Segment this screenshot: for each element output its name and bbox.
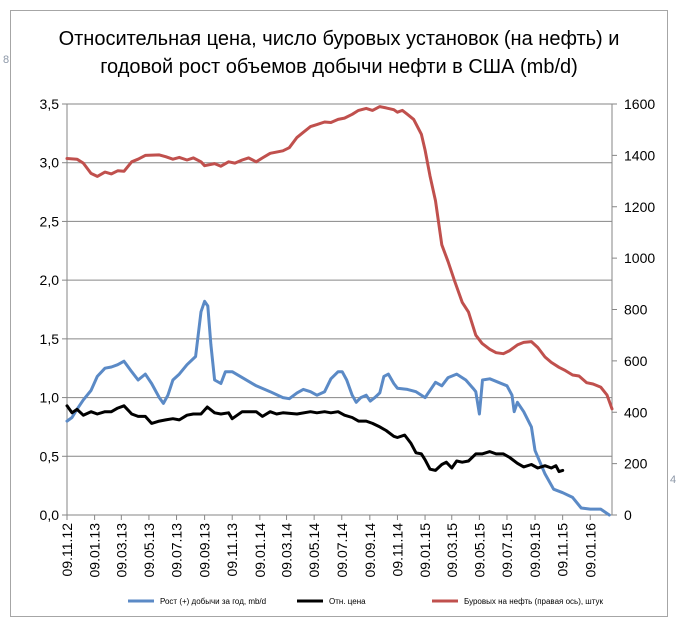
chart-area[interactable] bbox=[10, 10, 668, 617]
x-axis-tick-label: 09.05.15 bbox=[471, 523, 487, 578]
growth-series-line bbox=[65, 299, 611, 517]
x-axis-tick-label: 09.01.16 bbox=[582, 523, 598, 578]
legend-item-price: Отн. цена bbox=[297, 597, 366, 606]
x-axis-tick-label: 09.07.13 bbox=[169, 523, 185, 578]
chart-title-line-1: Относительная цена, число буровых устано… bbox=[58, 28, 620, 50]
left-axis-tick-label: 3,5 bbox=[40, 96, 60, 112]
x-axis-tick-label: 09.09.14 bbox=[362, 523, 378, 578]
rigs-series-line bbox=[65, 105, 614, 411]
right-axis-tick-label: 1000 bbox=[624, 250, 655, 266]
x-axis-tick-label: 09.09.15 bbox=[527, 523, 543, 578]
x-axis-tick-label: 09.07.15 bbox=[499, 523, 515, 578]
left-axis-tick-label: 0,5 bbox=[40, 448, 60, 464]
left-axis-tick-label: 2,5 bbox=[40, 213, 60, 229]
left-axis-tick-label: 3,0 bbox=[40, 155, 60, 171]
right-axis-tick-label: 600 bbox=[624, 353, 648, 369]
right-axis-tick-label: 800 bbox=[624, 302, 648, 318]
x-axis-tick-label: 09.03.14 bbox=[279, 523, 295, 578]
x-axis-labels: 09.11.12 09.01.13 09.03.13 09.05.13 09.07.13… bbox=[59, 523, 598, 578]
chart-title: Относительная цена, число буровых устано… bbox=[10, 25, 668, 81]
x-axis-tick-label: 09.11.12 bbox=[59, 523, 75, 577]
left-axis-labels: 0,0 0,5 1,0 1,5 2,0 2,5 3,0 3,5 bbox=[40, 96, 60, 523]
x-axis-tick-label: 09.01.14 bbox=[252, 523, 268, 578]
x-axis-tick-label: 09.01.15 bbox=[417, 523, 433, 578]
right-axis-labels: 0 200 400 600 800 1000 1200 1400 1600 bbox=[624, 96, 655, 523]
x-axis-tick-label: 09.11.14 bbox=[389, 523, 405, 577]
legend-label: Рост (+) добычи за год, mb/d bbox=[160, 597, 266, 606]
cell-edge-right-mark: 4 bbox=[670, 474, 677, 486]
x-axis-tick-label: 09.03.15 bbox=[444, 523, 460, 578]
x-axis-tick-label: 09.11.13 bbox=[224, 523, 240, 577]
x-axis-tick-label: 09.01.13 bbox=[87, 523, 103, 578]
legend-item-rigs: Буровых на нефть (правая ось), штук bbox=[432, 597, 603, 606]
gridlines bbox=[67, 103, 612, 457]
x-axis-tick-label: 09.05.14 bbox=[306, 523, 322, 578]
x-axis-tick-label: 09.09.13 bbox=[197, 523, 213, 578]
left-axis-tick-label: 1,0 bbox=[40, 390, 60, 406]
right-axis-tick-label: 0 bbox=[624, 507, 632, 523]
right-axis-tick-label: 1600 bbox=[624, 96, 655, 112]
left-axis-tick-label: 1,5 bbox=[40, 331, 60, 347]
chart-title-line-2: годовой рост объемов добычи нефти в США … bbox=[100, 56, 578, 78]
x-axis-tick-label: 09.05.13 bbox=[141, 523, 157, 578]
right-axis-tick-label: 1400 bbox=[624, 147, 655, 163]
x-axis-tick-label: 09.11.15 bbox=[555, 523, 571, 577]
right-axis-tick-label: 200 bbox=[624, 456, 648, 472]
price-series-line bbox=[65, 404, 565, 474]
x-axis-tick-label: 09.03.13 bbox=[113, 523, 129, 578]
left-axis-tick-label: 2,0 bbox=[40, 272, 60, 288]
series-lines bbox=[65, 105, 614, 517]
axes bbox=[62, 103, 617, 520]
right-axis-tick-label: 1200 bbox=[624, 199, 655, 215]
legend: Рост (+) добычи за год, mb/d Отн. цена Бур… bbox=[128, 597, 603, 606]
legend-label: Отн. цена bbox=[329, 597, 366, 606]
cell-edge-left-mark: 8 bbox=[3, 54, 10, 66]
x-axis-tick-label: 09.07.14 bbox=[334, 523, 350, 578]
legend-label: Буровых на нефть (правая ось), штук bbox=[464, 597, 603, 606]
right-axis-tick-label: 400 bbox=[624, 404, 648, 420]
left-axis-tick-label: 0,0 bbox=[40, 507, 60, 523]
legend-item-growth: Рост (+) добычи за год, mb/d bbox=[128, 597, 266, 606]
